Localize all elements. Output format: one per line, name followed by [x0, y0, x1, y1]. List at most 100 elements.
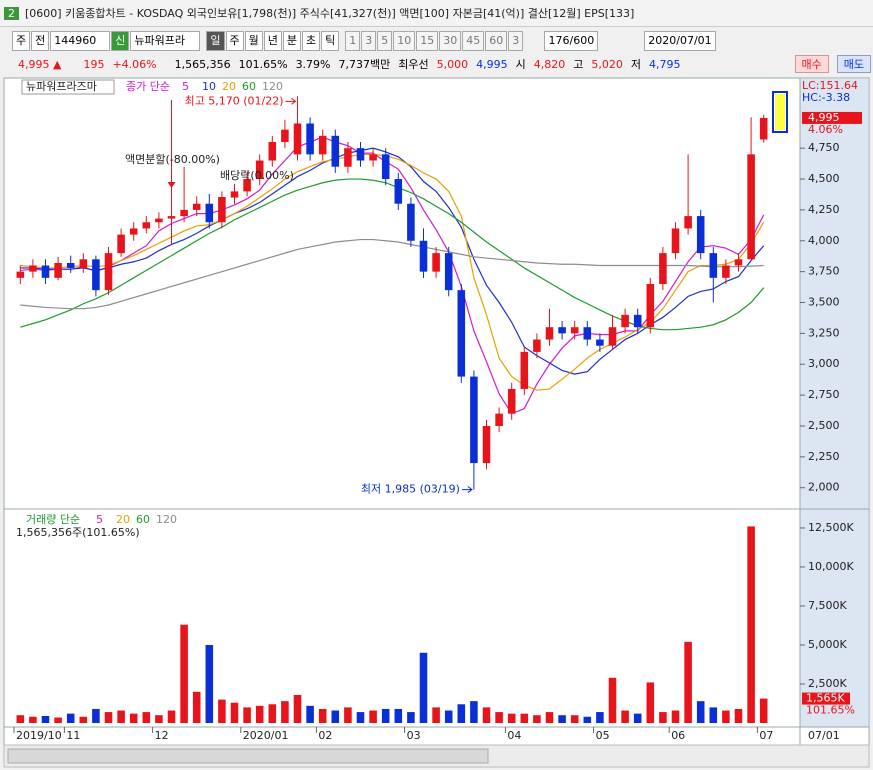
- volume-bar: [583, 716, 592, 723]
- toolbar-button[interactable]: 2020/07/01: [644, 31, 716, 51]
- toolbar-button[interactable]: 분: [282, 31, 301, 51]
- volume-bar: [394, 708, 403, 723]
- toolbar-button[interactable]: 30: [439, 31, 462, 51]
- toolbar-button[interactable]: 초: [302, 31, 321, 51]
- candle-body: [482, 425, 491, 464]
- volume-bar: [457, 704, 466, 723]
- y-tick-label: 2,000: [808, 481, 840, 494]
- candle-body: [633, 314, 642, 328]
- event-marker: [167, 182, 176, 188]
- volume-bar: [255, 705, 264, 723]
- toolbar-button[interactable]: 일: [206, 31, 225, 51]
- candle-body: [117, 234, 125, 254]
- toolbar-button[interactable]: 월: [244, 31, 263, 51]
- info-field: 7,737백만: [338, 58, 391, 71]
- chart-frame: [3, 77, 870, 746]
- annotation: 배당락(0.00%): [220, 169, 294, 182]
- volume-bar: [520, 713, 529, 723]
- axis-tag: HC:-3.38: [802, 91, 850, 104]
- y-tick-label: 2,500K: [808, 677, 847, 690]
- toolbar-button[interactable]: 5: [377, 31, 393, 51]
- candle-body: [722, 265, 730, 278]
- legend-entry: 10: [202, 80, 216, 93]
- volume-bar: [41, 715, 50, 723]
- candle-body: [570, 327, 579, 334]
- toolbar-button[interactable]: 176/600: [544, 31, 599, 51]
- y-tick-label: 3,750: [808, 265, 840, 278]
- y-tick-label: 4,000: [808, 234, 840, 247]
- volume-bar: [558, 715, 566, 723]
- legend-entry: 60: [242, 80, 256, 93]
- candle-body: [54, 263, 62, 278]
- candle-body: [281, 129, 289, 143]
- volume-bar: [16, 715, 25, 723]
- volume-bar: [545, 712, 554, 723]
- volume-bar: [79, 716, 88, 723]
- y-tick-label: 4,500: [808, 172, 840, 185]
- toolbar-button[interactable]: 전: [31, 31, 50, 51]
- legend-box: [21, 79, 115, 95]
- toolbar-button[interactable]: 144960: [50, 31, 111, 51]
- volume-bar: [66, 713, 75, 723]
- info-field: 3.79%: [295, 57, 331, 71]
- x-tick-label: 02: [318, 729, 332, 742]
- toolbar-button[interactable]: 3: [361, 31, 377, 51]
- candle-body: [41, 265, 50, 278]
- volume-bar: [621, 710, 629, 723]
- toolbar-button[interactable]: 15: [416, 31, 439, 51]
- candle-body: [243, 179, 251, 192]
- candle-body: [507, 388, 516, 414]
- axis-tag: 4.06%: [808, 123, 843, 136]
- y-tick-label: 3,250: [808, 326, 840, 339]
- volume-bar: [709, 707, 718, 723]
- toolbar-button[interactable]: 년: [263, 31, 282, 51]
- volume-bar: [671, 710, 680, 723]
- toolbar-button[interactable]: 주: [12, 31, 31, 51]
- volume-bar: [92, 708, 100, 723]
- info-field[interactable]: 매수: [794, 55, 829, 73]
- legend-caption: 1,565,356주(101.65%): [16, 526, 140, 539]
- window-badge: 2: [4, 6, 19, 20]
- volume-bar: [142, 712, 151, 723]
- info-field: 4,995 ▲: [18, 57, 62, 71]
- highlight-box: [772, 91, 788, 133]
- volume-bar: [432, 707, 440, 723]
- toolbar-button[interactable]: 60: [485, 31, 508, 51]
- candle-body: [419, 240, 428, 272]
- toolbar-button[interactable]: 45: [462, 31, 485, 51]
- x-tick-label: 06: [671, 729, 685, 742]
- volume-bar: [495, 712, 503, 723]
- volume-bar: [117, 710, 125, 723]
- toolbar-button[interactable]: 틱: [321, 31, 340, 51]
- volume-bar: [344, 707, 352, 723]
- candle-body: [520, 351, 529, 389]
- y-tick-label: 7,500K: [808, 599, 847, 612]
- x-tick-label: 03: [407, 729, 421, 742]
- toolbar-button[interactable]: 10: [393, 31, 416, 51]
- candle-body: [734, 259, 743, 266]
- volume-bar: [633, 713, 642, 723]
- scroll-thumb[interactable]: [7, 748, 489, 764]
- volume-bar: [444, 710, 453, 723]
- volume-bar: [482, 707, 491, 723]
- toolbar: 주 전 144960 신 뉴파워프라 일 주 월 년 분 초 틱 1 3 5 10 15 30 45 60 3 176/6…: [0, 30, 873, 52]
- candle-body: [205, 203, 214, 223]
- volume-bar: [533, 715, 541, 723]
- info-field: 1,565,356: [174, 57, 231, 71]
- volume-bar: [243, 707, 251, 723]
- toolbar-button[interactable]: 3: [508, 31, 524, 51]
- candle-body: [29, 265, 37, 272]
- toolbar-button[interactable]: 신: [111, 31, 130, 51]
- toolbar-button[interactable]: 뉴파워프라: [130, 31, 201, 51]
- toolbar-button[interactable]: 주: [225, 31, 244, 51]
- candle-body: [432, 253, 440, 272]
- candle-body: [344, 148, 352, 167]
- candle-body: [759, 117, 768, 140]
- volume-bar: [293, 694, 302, 723]
- toolbar-button[interactable]: 1: [345, 31, 361, 51]
- volume-bar: [192, 691, 201, 723]
- volume-bar: [180, 624, 188, 723]
- volume-bar: [356, 712, 365, 723]
- info-field[interactable]: 매도: [836, 55, 871, 73]
